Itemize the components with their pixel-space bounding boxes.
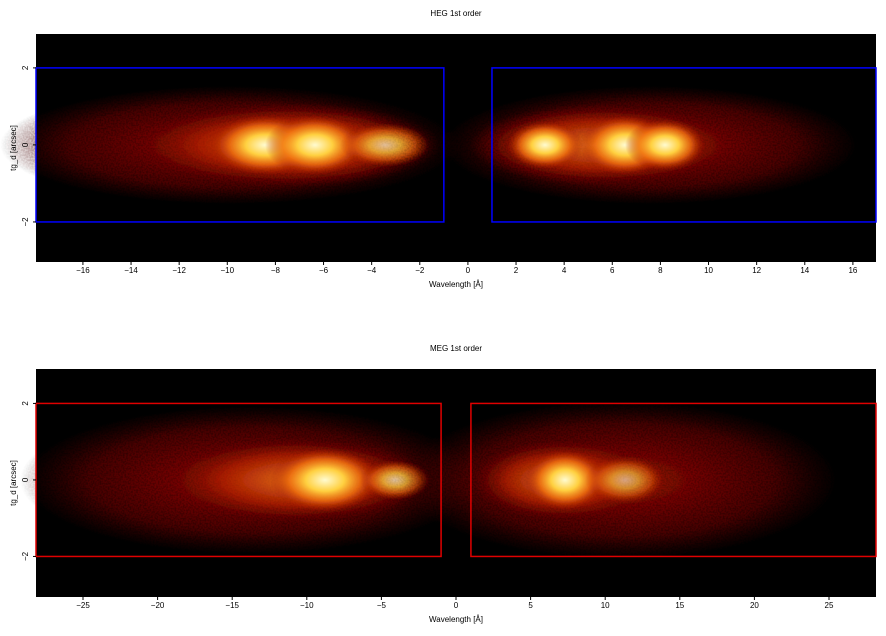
x-tick-label: 4 — [562, 266, 567, 275]
y-tick-label: 0 — [21, 142, 30, 147]
x-tick-label: −16 — [76, 266, 90, 275]
x-tick-label: −5 — [377, 601, 387, 610]
x-tick-label: −8 — [271, 266, 281, 275]
y-tick-label: 2 — [21, 401, 30, 406]
x-tick-label: 8 — [658, 266, 663, 275]
x-tick-label: −25 — [76, 601, 90, 610]
x-tick-label: 10 — [601, 601, 610, 610]
selection-region — [470, 402, 877, 558]
x-tick-label: −20 — [151, 601, 165, 610]
x-tick-label: −12 — [172, 266, 186, 275]
x-tick-label: 12 — [752, 266, 761, 275]
x-tick-label: 20 — [750, 601, 759, 610]
chart-title: HEG 1st order — [430, 9, 481, 18]
x-tick-label: 0 — [454, 601, 459, 610]
selection-region — [491, 67, 877, 223]
y-tick-label: 2 — [21, 65, 30, 70]
x-tick-label: 15 — [675, 601, 684, 610]
chart-title: MEG 1st order — [430, 344, 482, 353]
x-tick-label: 6 — [610, 266, 615, 275]
x-tick-label: −2 — [415, 266, 425, 275]
x-tick-label: −10 — [221, 266, 235, 275]
x-tick-label: −6 — [319, 266, 329, 275]
x-tick-label: 10 — [704, 266, 713, 275]
x-tick-label: 14 — [800, 266, 809, 275]
y-tick-label: −2 — [21, 217, 30, 227]
x-tick-label: 5 — [528, 601, 533, 610]
x-tick-label: 25 — [825, 601, 834, 610]
x-tick-label: 2 — [514, 266, 519, 275]
x-tick-label: 16 — [848, 266, 857, 275]
x-tick-label: 0 — [466, 266, 471, 275]
x-tick-label: −4 — [367, 266, 377, 275]
heatmap-image — [0, 34, 876, 597]
x-axis-label: Wavelength [Å] — [429, 615, 483, 624]
x-tick-label: −14 — [124, 266, 138, 275]
y-tick-label: 0 — [21, 477, 30, 482]
y-axis-label: tg_d [arcsec] — [9, 125, 18, 171]
y-axis-label: tg_d [arcsec] — [9, 460, 18, 506]
x-tick-label: −10 — [300, 601, 314, 610]
y-tick-label: −2 — [21, 551, 30, 561]
x-tick-label: −15 — [225, 601, 239, 610]
x-axis-label: Wavelength [Å] — [429, 280, 483, 289]
